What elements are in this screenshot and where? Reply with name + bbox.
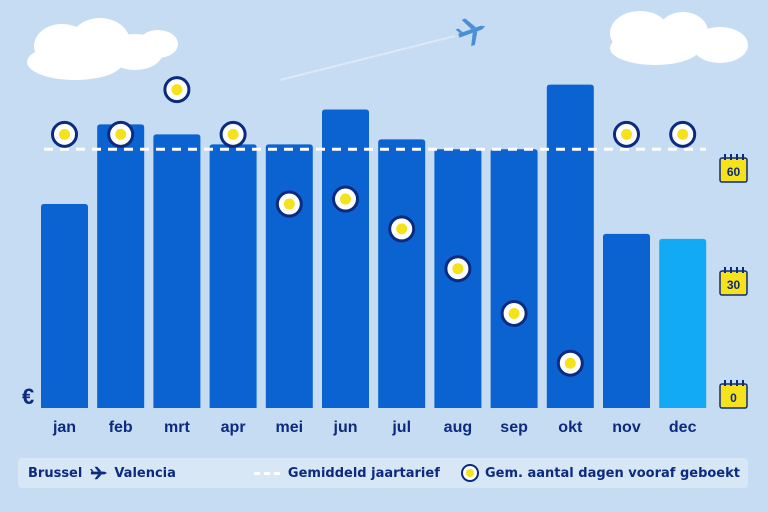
x-tick-label: dec [669, 419, 697, 436]
legend-days: Gem. aantal dagen vooraf geboekt [461, 464, 740, 482]
days-marker-dot [452, 263, 464, 275]
bar-feb [97, 124, 145, 409]
calendar-ring [724, 267, 726, 273]
bar-apr [209, 144, 257, 408]
marker-icon [461, 464, 479, 482]
bar-jul [378, 139, 426, 408]
calendar-ring [736, 267, 738, 273]
dashed-line-icon [253, 471, 280, 475]
cloud-icon [27, 18, 178, 80]
x-tick-label: okt [558, 419, 583, 436]
bar-dec [659, 238, 707, 408]
x-tick-label: feb [109, 419, 133, 436]
x-tick-label: jun [333, 419, 358, 436]
bar-sep [490, 149, 538, 409]
calendar-ring [730, 267, 732, 273]
right-axis-tick-label: 0 [730, 391, 737, 405]
x-tick-label: aug [444, 419, 472, 436]
legend-average-label: Gemiddeld jaartarief [287, 465, 440, 481]
bar-nov [603, 233, 650, 408]
contrail [279, 35, 456, 81]
legend-origin: Brussel [28, 465, 83, 481]
plane-icon [90, 466, 108, 480]
bar-jun [322, 109, 369, 408]
days-marker-dot [677, 128, 689, 140]
calendar-body [719, 270, 748, 296]
days-marker-dot [508, 307, 520, 319]
days-marker-dot [564, 357, 576, 369]
x-tick-label: apr [221, 419, 246, 436]
days-marker-dot [227, 128, 239, 140]
days-marker-dot [283, 198, 295, 210]
x-tick-label: mrt [164, 419, 190, 436]
legend-destination: Valencia [114, 465, 176, 481]
days-marker-dot [59, 128, 70, 140]
calendar-ring [724, 154, 726, 160]
calendar-ring [730, 380, 732, 386]
calendar-icon [719, 380, 748, 409]
calendar-icon [719, 267, 748, 296]
x-tick-label: mei [276, 419, 304, 436]
days-marker-dot [171, 84, 183, 96]
x-tick-label: jul [391, 419, 411, 436]
days-marker-dot [340, 193, 351, 205]
cloud-icon [610, 11, 748, 65]
legend-route: Brussel Valencia [28, 466, 182, 481]
x-tick-label: sep [500, 419, 528, 436]
calendar-ring [736, 380, 738, 386]
calendar-ring [742, 267, 744, 273]
calendar-ring [742, 154, 744, 160]
legend-days-label: Gem. aantal dagen vooraf geboekt [485, 465, 740, 481]
plane-icon [455, 18, 486, 47]
right-axis-tick-label: 30 [727, 278, 741, 292]
bar-mei [265, 144, 313, 408]
x-tick-label: jan [52, 419, 76, 436]
bar-jan [41, 204, 88, 408]
calendar-body [719, 383, 748, 409]
x-tick-label: nov [612, 419, 641, 436]
days-marker-dot [396, 223, 408, 235]
calendar-icon [719, 154, 748, 183]
right-axis-tick-label: 60 [727, 165, 741, 179]
currency-symbol: € [22, 384, 34, 409]
calendar-ring [724, 380, 726, 386]
legend-average: Gemiddeld jaartarief [253, 465, 440, 481]
days-marker-dot [621, 128, 632, 140]
calendar-ring [730, 154, 732, 160]
calendar-ring [742, 380, 744, 386]
legend: Brussel Valencia Gemiddeld jaartarief Ge… [18, 458, 748, 488]
calendar-ring [736, 154, 738, 160]
bar-mrt [153, 134, 201, 408]
calendar-body [719, 157, 748, 183]
bar-okt [546, 84, 594, 408]
days-marker-dot [115, 128, 127, 140]
